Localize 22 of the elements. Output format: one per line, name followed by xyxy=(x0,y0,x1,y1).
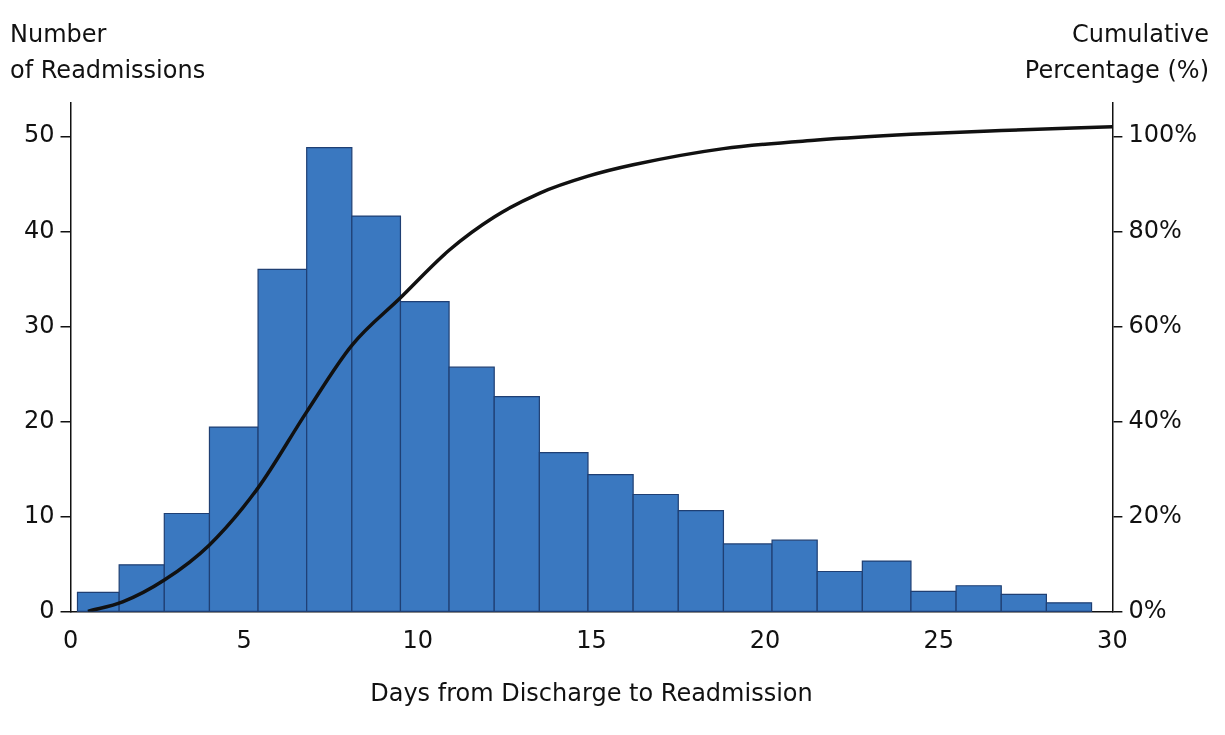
x-tick-label: 25 xyxy=(923,626,955,655)
y-tick-label: 30 xyxy=(23,310,55,339)
y-tick-label: 40 xyxy=(23,215,55,244)
y-axis-title: Number of Readmissions xyxy=(10,20,206,84)
y2-tick-label: 20% xyxy=(1128,500,1182,529)
y2-tick-label: 60% xyxy=(1128,310,1182,339)
y2-tick-label: 40% xyxy=(1128,405,1182,434)
x-tick-label: 30 xyxy=(1097,626,1128,655)
y-tick-label: 0 xyxy=(39,595,55,624)
x-tick-label: 15 xyxy=(576,626,607,655)
x-tick-label: 5 xyxy=(236,626,252,655)
y2-tick-label: 80% xyxy=(1128,215,1182,244)
x-tick-label: 20 xyxy=(749,626,781,655)
y-tick-label: 20 xyxy=(23,405,55,434)
y-tick-label: 50 xyxy=(23,120,55,149)
x-tick-label: 10 xyxy=(402,626,434,655)
y2-tick-label: 100% xyxy=(1128,120,1198,149)
x-axis-title: Days from Discharge to Readmission xyxy=(370,678,813,707)
y2-tick-label: 0% xyxy=(1128,595,1167,624)
x-tick-label: 0 xyxy=(62,626,79,655)
y-tick-label: 10 xyxy=(23,500,55,529)
y2-axis-title: Cumulative Percentage (%) xyxy=(1024,20,1209,84)
